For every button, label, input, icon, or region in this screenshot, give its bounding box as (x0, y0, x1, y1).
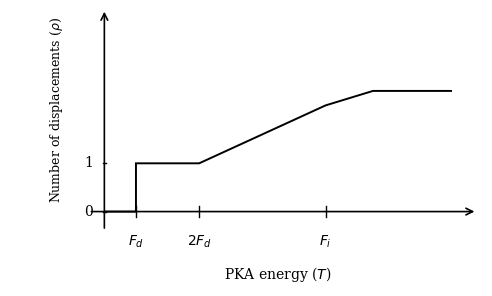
Text: 0: 0 (85, 205, 93, 218)
Text: 1: 1 (85, 156, 93, 170)
Text: $F_d$: $F_d$ (128, 233, 144, 250)
Text: $2F_d$: $2F_d$ (186, 233, 212, 250)
Text: $F_i$: $F_i$ (319, 233, 332, 250)
Text: Number of displacements ($\rho$): Number of displacements ($\rho$) (48, 17, 65, 203)
Text: PKA energy ($T$): PKA energy ($T$) (224, 265, 332, 284)
